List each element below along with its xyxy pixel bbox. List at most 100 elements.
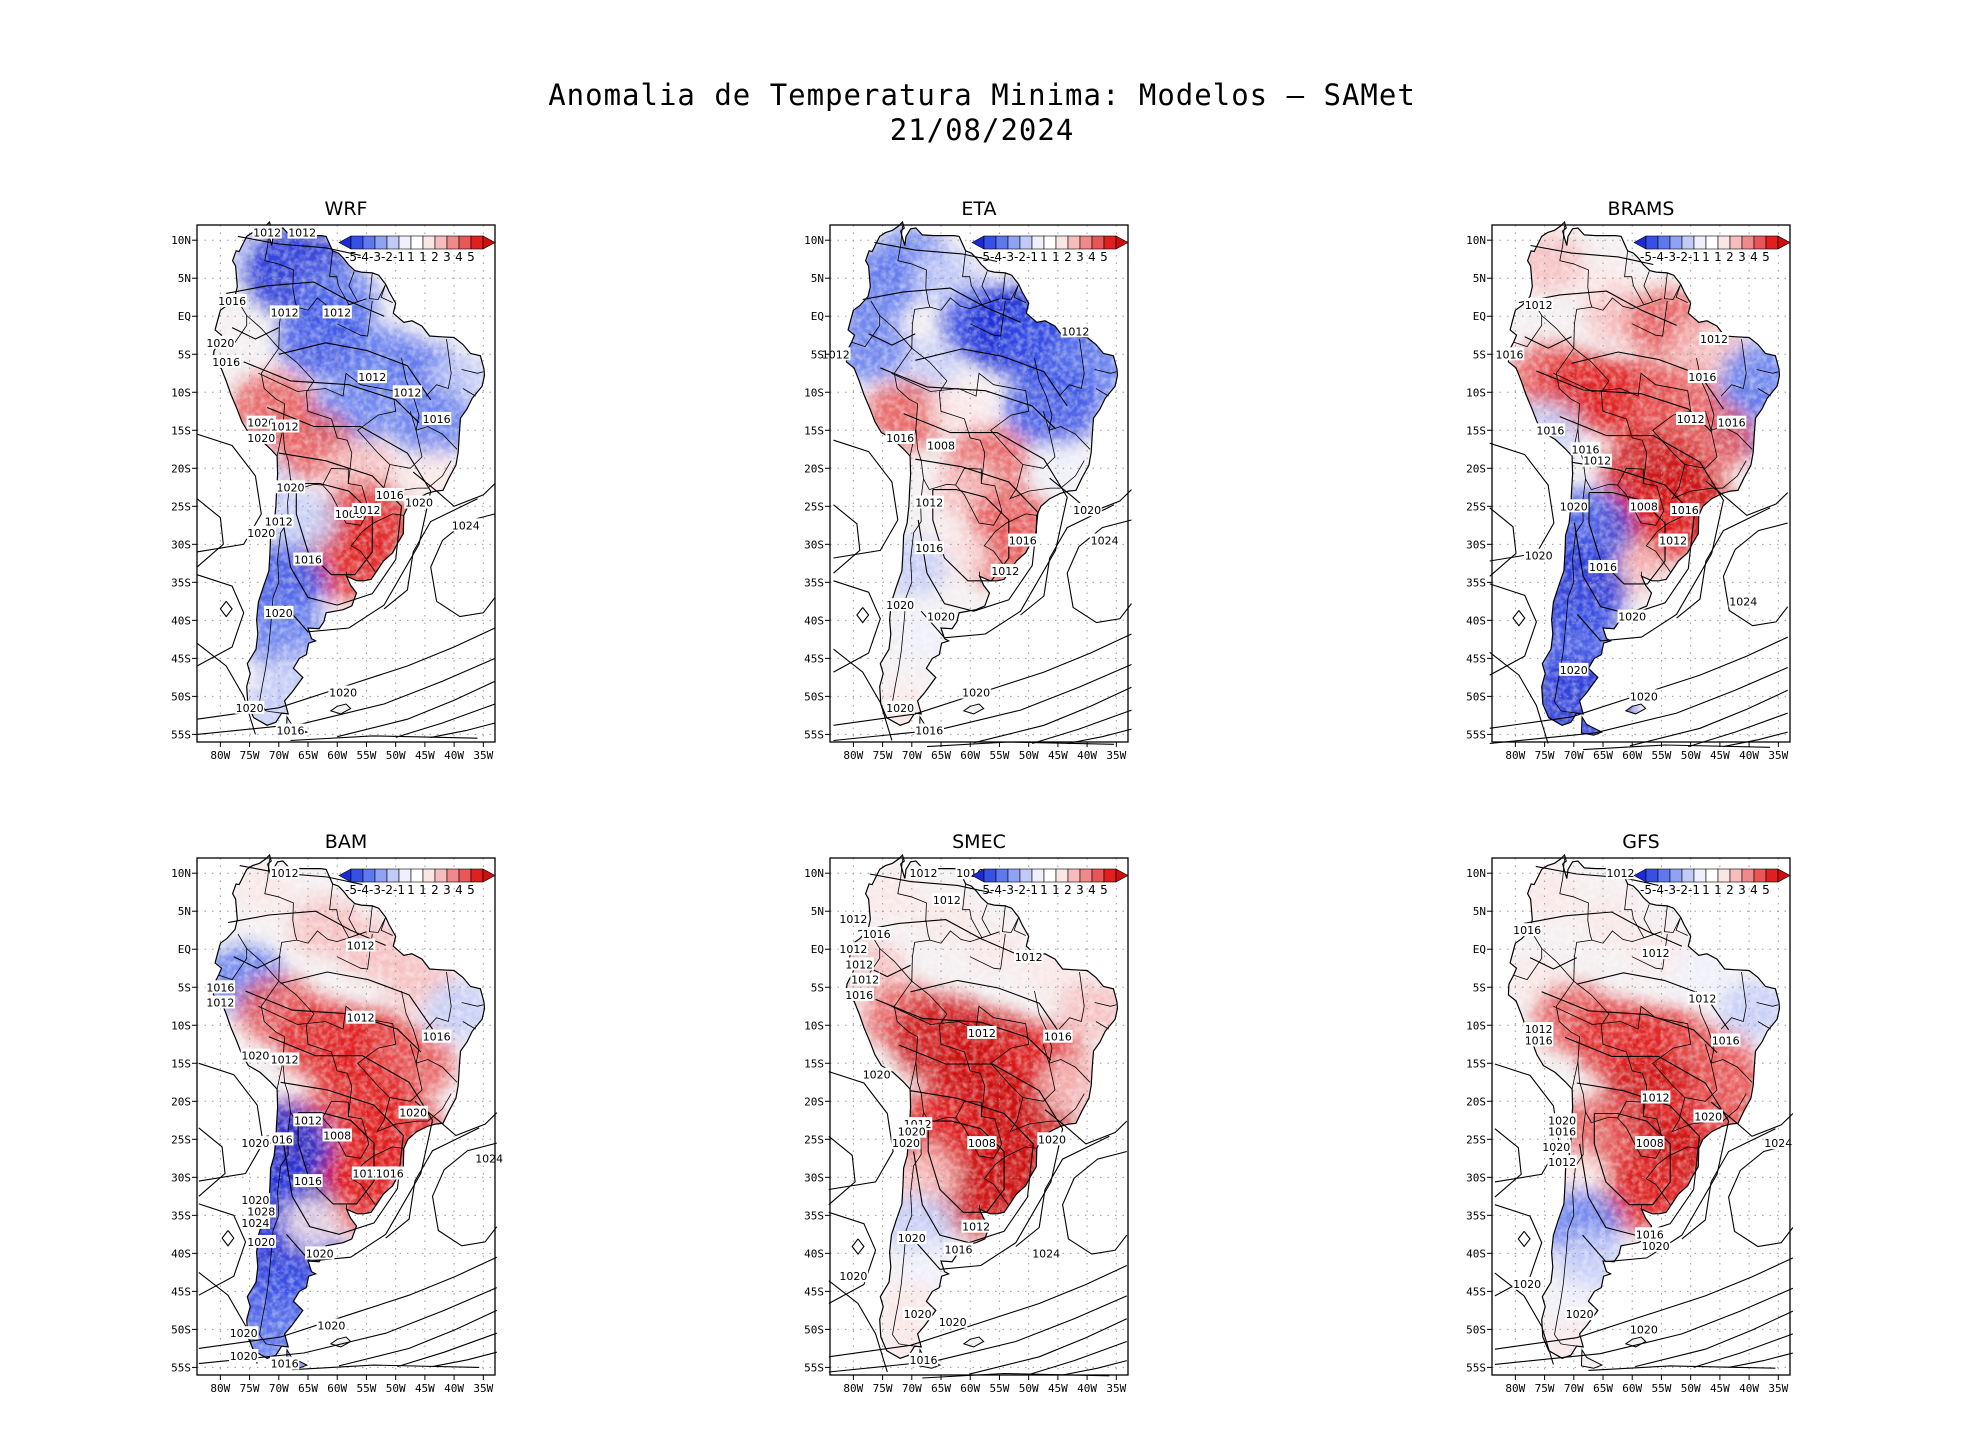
isobar-label: 1020 [1693, 1109, 1723, 1124]
isobar-label-text: 1020 [230, 1327, 258, 1340]
axis-labels: 10N 5N EQ 5S 10S 15S 20S 25S 30S 35S 40S 45S 50S 55S 8… [171, 867, 493, 1395]
isobar-label-text: 1016 [945, 1244, 973, 1257]
colorbar-cell [386, 868, 400, 883]
lat-tick-label: 10S [804, 1019, 824, 1032]
isobar-line [1583, 744, 1771, 751]
isobar-line [196, 498, 224, 568]
isobar-label-text: 1020 [265, 607, 293, 620]
political-border [1591, 930, 1662, 944]
isobar-label-text: 1012 [839, 943, 867, 956]
isobar-label: 1024 [1728, 594, 1758, 608]
lon-tick-label: 50W [1019, 1382, 1039, 1395]
lat-tick-label: EQ [811, 943, 824, 956]
isobar-label-text: 1012 [1677, 413, 1705, 426]
axis-labels: 10N 5N EQ 5S 10S 15S 20S 25S 30S 35S 40S 45S 50S 55S 8… [171, 234, 493, 762]
political-border [373, 1146, 404, 1157]
isobar-line [1494, 1287, 1794, 1365]
colorbar-cell [410, 235, 424, 250]
political-border [1645, 1155, 1672, 1206]
isobar-label-text: 1020 [241, 1194, 269, 1207]
colorbar-label: 1 [1714, 883, 1722, 897]
isobar-label-bg [932, 892, 962, 906]
isobar-label-bg [351, 1166, 382, 1180]
isobar-label-text: 1016 [1496, 348, 1524, 361]
isobar-label-text: 1020 [247, 1236, 275, 1249]
colorbar-label: -1 [393, 883, 405, 897]
colorbar-label: 1 [407, 250, 415, 264]
isobar-label-bg [1687, 370, 1718, 384]
isobar-label-text: 1012 [271, 1054, 299, 1067]
political-border [909, 1061, 917, 1090]
colorbar-label: 3 [1738, 883, 1746, 897]
lat-tick-label: 55S [804, 728, 824, 741]
lat-tick-label: 40S [171, 1247, 191, 1260]
colorbar-cell [1741, 235, 1755, 250]
colorbar-label: -3 [1664, 250, 1676, 264]
political-border [915, 1036, 930, 1123]
lat-tick-label: 30S [804, 1171, 824, 1184]
lat-tick-label: 45S [171, 1285, 191, 1298]
isobar-line [828, 1295, 1128, 1373]
lon-tick-label: 55W [357, 749, 377, 762]
lon-tick-label: 55W [990, 749, 1010, 762]
isobar-line [898, 1044, 1064, 1270]
political-border [415, 426, 458, 450]
panel-title: BRAMS [1608, 198, 1675, 220]
isobar-label-text: 1020 [277, 481, 305, 494]
lon-tick-label: 40W [1077, 749, 1097, 762]
isobar-label-text: 1020 [1630, 690, 1658, 703]
isobar-label-text: 1012 [1525, 1023, 1553, 1036]
isobar-label-bg [246, 525, 276, 539]
lon-tick-label: 35W [473, 749, 493, 762]
political-border [1696, 991, 1715, 1064]
isobar-line [412, 471, 496, 507]
colorbar-label: 2 [1726, 250, 1734, 264]
isobar-label: 1016 [1535, 423, 1566, 437]
isobar-label-bg [217, 294, 247, 307]
colorbar-label: -5 [345, 250, 357, 264]
political-border [929, 930, 1000, 944]
colorbar-cell [1693, 868, 1707, 883]
isobar-line [833, 439, 899, 559]
isobar-line [233, 956, 281, 969]
isobar-line [1635, 1310, 1794, 1368]
isobar-label-bg [205, 995, 236, 1009]
isobar-label: 1012 [1687, 991, 1718, 1006]
lon-tick-label: 75W [240, 749, 260, 762]
isobar-label: 1016 [885, 430, 915, 445]
isobar-label-bg [264, 514, 294, 528]
isobar-label-text: 1012 [253, 227, 281, 240]
isobar-label-bg [1037, 1132, 1067, 1146]
colorbar-cell [1681, 235, 1695, 250]
colorbar-label: 3 [443, 250, 451, 264]
isobar-label-text: 1016 [277, 725, 305, 738]
political-border [1577, 1036, 1592, 1123]
anomaly-texture [213, 858, 485, 1369]
colorbar-label: -5 [1640, 883, 1652, 897]
isobar-label-bg [269, 866, 300, 880]
isobar-label: 1016 [1008, 533, 1038, 548]
isobar-label-bg [264, 605, 294, 619]
isobar-label-bg [474, 1151, 504, 1165]
lon-tick-label: 45W [1710, 1382, 1730, 1395]
isobar-label-text: 1012 [265, 516, 293, 529]
isobar-line [910, 979, 1064, 1038]
isobar-label: 1012 [844, 957, 874, 971]
isobar-line [1529, 957, 1577, 970]
political-border [322, 1100, 370, 1145]
isobar-label-text: 1020 [898, 1126, 926, 1139]
political-border [1710, 1059, 1753, 1083]
political-border [401, 991, 420, 1064]
isobar-label-bg [1640, 1090, 1671, 1104]
isobar-label: 1008 [967, 1136, 997, 1150]
colorbar-cell [458, 868, 472, 883]
isobar-label-text: 1024 [241, 1217, 269, 1230]
colorbar-label: 4 [455, 250, 463, 264]
colorbar-label: 4 [1088, 883, 1096, 897]
isobar-label: 1020 [1072, 503, 1102, 517]
political-border [425, 971, 452, 1030]
isobar-line [198, 1256, 498, 1349]
lon-tick-label: 65W [1593, 1382, 1613, 1395]
isobar-label: 1016 [1711, 1033, 1741, 1048]
